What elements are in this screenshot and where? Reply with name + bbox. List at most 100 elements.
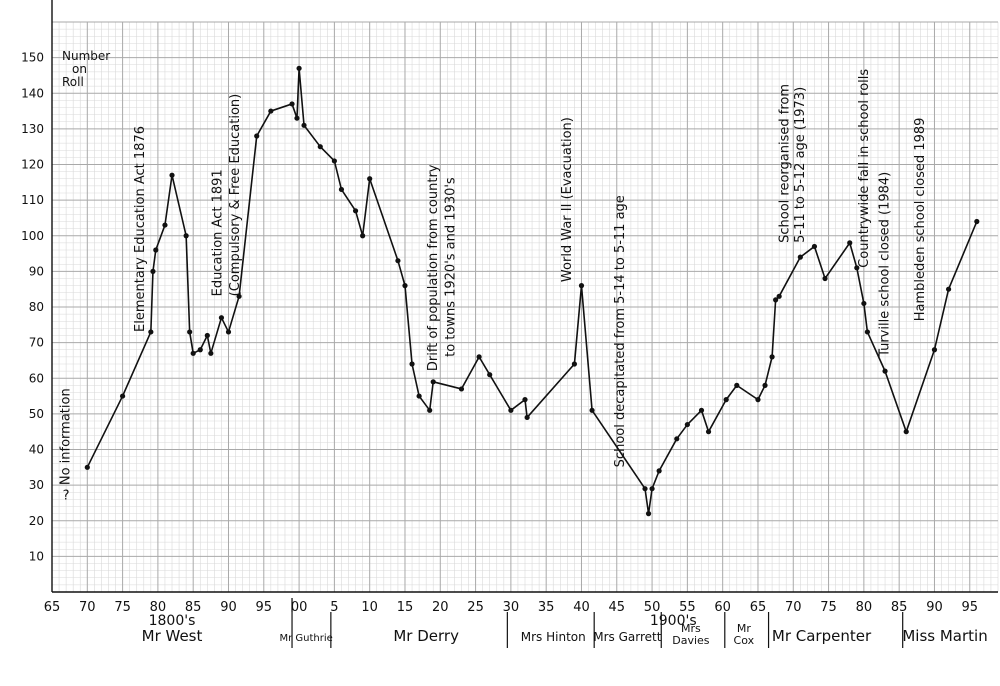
x-tick-label: 45 (609, 600, 626, 615)
annotations: No information? Elementary Education Act … (59, 69, 928, 504)
data-point (187, 329, 193, 335)
data-point (642, 486, 648, 492)
data-point (822, 275, 828, 282)
data-point (931, 347, 938, 353)
axes (51, 0, 998, 593)
y-tick-label: 120 (21, 158, 44, 172)
data-point (338, 186, 345, 193)
annotation: to towns 1920's and 1930's (443, 177, 458, 357)
data-point (254, 133, 260, 139)
data-point (776, 293, 782, 299)
data-point (367, 176, 373, 182)
teacher-dividers (291, 612, 904, 648)
x-tick-label: 50 (644, 600, 661, 615)
x-tick-labels: 65 70 75 80 85 90 95 00 5 10 15 20 25 30 35 40 45 50 55 60 6… (44, 600, 978, 615)
data-point (723, 397, 729, 403)
x-tick-label: 85 (185, 600, 202, 615)
data-point (236, 293, 242, 299)
y-axis-label: Number on Roll (62, 49, 110, 89)
annotation: Hambleden school closed 1989 (913, 118, 928, 322)
data-point (301, 122, 307, 128)
teacher-label: Mrs Davies (672, 622, 710, 647)
data-point (197, 347, 203, 353)
teacher-label-part: Cox (734, 634, 755, 647)
y-tick-label: 150 (21, 51, 44, 65)
teacher-label: Mr Guthrie (279, 633, 332, 644)
data-point (773, 297, 779, 303)
x-tick-label: 80 (856, 600, 873, 615)
data-point (119, 393, 126, 399)
data-point (416, 393, 422, 399)
annotation: No information (59, 388, 74, 485)
data-point (487, 372, 493, 378)
data-point (945, 286, 952, 292)
x-tick-label: 80 (150, 600, 167, 615)
x-tick-label: 70 (79, 600, 96, 615)
y-tick-label: 40 (29, 443, 44, 457)
series-line (86, 67, 978, 515)
data-point (268, 108, 274, 114)
data-point (225, 329, 232, 335)
annotation: World War II (Evacuation) (560, 117, 575, 282)
data-point (755, 397, 761, 403)
x-tick-label: 75 (114, 600, 131, 615)
data-point (294, 115, 300, 121)
teacher-label: Mr Carpenter (772, 627, 872, 645)
series-group (84, 65, 980, 517)
data-point (522, 397, 528, 403)
x-tick-label: 00 (291, 600, 308, 615)
data-point (861, 300, 867, 307)
y-tick-label: 80 (29, 300, 44, 314)
data-point (430, 379, 436, 385)
data-point (169, 172, 175, 178)
data-point (458, 386, 465, 392)
teacher-label: Mr West (142, 627, 203, 645)
x-tick-label: 60 (714, 600, 731, 615)
annotation: Drift of population from country (426, 164, 441, 371)
data-point (571, 361, 578, 367)
annotation: Turville school closed (1984) (878, 172, 893, 358)
y-axis-label-part: Number (62, 49, 110, 63)
data-point (204, 332, 210, 339)
data-point (578, 283, 585, 289)
data-point (903, 429, 909, 435)
x-tick-label: 55 (679, 600, 696, 615)
data-point (190, 350, 196, 356)
y-tick-label: 60 (29, 371, 44, 385)
data-point (153, 247, 159, 253)
y-axis-label-part: on (72, 62, 87, 76)
annotation: School decapitated from 5-14 to 5-11 age (613, 195, 628, 467)
teacher-label-part: Davies (672, 634, 710, 647)
teacher-label-part: Mrs (681, 622, 701, 635)
y-tick-label: 110 (21, 193, 44, 207)
data-point (162, 222, 168, 228)
data-point (649, 486, 655, 492)
x-tick-label: 65 (44, 600, 61, 615)
teacher-label: Mr Derry (393, 627, 459, 645)
data-point (150, 268, 156, 274)
data-point (769, 354, 775, 360)
data-point (589, 407, 595, 413)
data-point (882, 368, 888, 374)
x-tick-label: 15 (397, 600, 414, 615)
x-tick-label: 90 (220, 600, 237, 615)
data-point (645, 511, 652, 517)
y-axis-label-part: Roll (62, 75, 84, 89)
annotation: 5-11 to 5-12 age (1973) (793, 87, 808, 243)
data-point (360, 233, 366, 239)
data-point (296, 65, 302, 71)
x-tick-label: 20 (432, 600, 449, 615)
y-tick-label: 10 (29, 549, 44, 563)
data-point (427, 407, 433, 413)
teacher-label: Mrs Hinton (521, 630, 586, 644)
data-point (508, 407, 514, 413)
data-point (656, 468, 662, 474)
teacher-labels: Mr West Mr Guthrie Mr Derry Mrs Hinton Mrs G… (142, 622, 988, 647)
annotation: Countrywide fall in school rolls (857, 69, 872, 268)
annotation: ? (63, 488, 70, 503)
data-point (864, 329, 870, 335)
data-point (705, 429, 712, 435)
y-tick-label: 70 (29, 336, 44, 350)
y-tick-labels: 10 20 30 40 50 60 70 80 90 100 110 120 130 140 150 (21, 51, 44, 564)
